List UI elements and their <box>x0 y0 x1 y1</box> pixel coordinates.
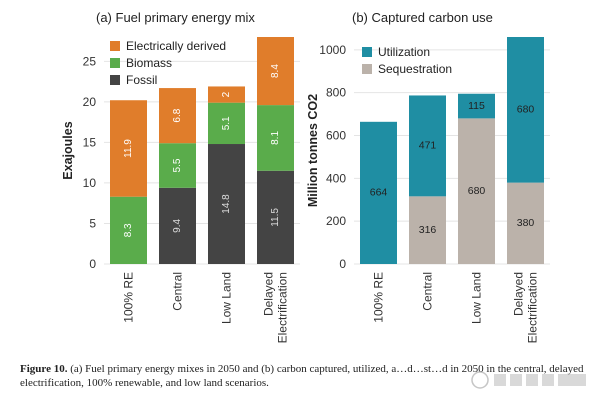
bar-segment <box>208 144 245 264</box>
watermark-logo <box>471 371 586 389</box>
figure: 05101520259.414.811.58.35.55.18.111.96.8… <box>61 10 550 343</box>
y-tick-label: 800 <box>326 86 346 100</box>
x-category-label: 100% RE <box>122 272 136 323</box>
legend-swatch <box>362 64 372 74</box>
bar-segment <box>159 187 196 264</box>
bar-segment <box>208 102 245 145</box>
legend-label: Fossil <box>126 73 157 87</box>
y-tick-label: 1000 <box>319 43 346 57</box>
bar-segment <box>458 93 495 119</box>
bar-segment <box>159 88 196 144</box>
data-label: 316 <box>419 224 437 236</box>
figure-caption: Figure 10. (a) Fuel primary energy mixes… <box>20 362 590 390</box>
x-category-label: Central <box>171 272 185 311</box>
data-label: 380 <box>517 217 535 229</box>
data-label: 11.9 <box>123 139 134 158</box>
data-label: 664 <box>370 187 388 199</box>
x-category-label: Electrification <box>276 272 290 343</box>
bar-segment <box>409 95 446 197</box>
chart-title: (a) Fuel primary energy mix <box>96 10 255 25</box>
legend-swatch <box>362 47 372 57</box>
x-category-label: Low Land <box>220 272 234 324</box>
bar-segment <box>409 196 446 264</box>
bar-segment <box>507 37 544 183</box>
data-label: 115 <box>468 100 485 112</box>
data-label: 680 <box>517 104 535 116</box>
y-tick-label: 20 <box>83 95 97 109</box>
data-label: 5.1 <box>221 116 232 130</box>
bar-segment <box>208 86 245 103</box>
bar-segment <box>458 118 495 265</box>
x-category-label: 100% RE <box>372 272 386 323</box>
data-label: 8.1 <box>270 131 281 145</box>
y-tick-label: 15 <box>83 135 97 149</box>
y-tick-label: 0 <box>89 257 96 271</box>
legend-swatch <box>110 41 120 51</box>
y-axis-title: Million tonnes CO2 <box>306 94 320 207</box>
data-label: 8.3 <box>123 223 134 237</box>
bar-segment <box>159 143 196 188</box>
bar-segment <box>257 37 294 106</box>
legend-swatch <box>110 58 120 68</box>
y-tick-label: 400 <box>326 171 346 185</box>
bar-segment <box>360 121 397 264</box>
bar-segment <box>110 196 147 264</box>
bar-segment <box>257 105 294 171</box>
data-label: 471 <box>419 140 437 152</box>
data-label: 2 <box>221 91 232 97</box>
y-axis-title: Exajoules <box>61 121 75 179</box>
x-category-label: Delayed <box>262 272 276 316</box>
y-tick-label: 10 <box>83 176 97 190</box>
data-label: 9.4 <box>172 219 183 233</box>
chart-title: (b) Captured carbon use <box>352 10 493 25</box>
x-category-label: Low Land <box>470 272 484 324</box>
data-label: 14.8 <box>221 194 232 214</box>
bar-segment <box>507 182 544 264</box>
data-label: 680 <box>468 185 486 197</box>
x-category-label: Delayed <box>512 272 526 316</box>
legend-swatch <box>110 75 120 85</box>
data-label: 6.8 <box>172 108 183 122</box>
legend-label: Utilization <box>378 45 430 59</box>
data-label: 11.5 <box>270 208 281 227</box>
y-tick-label: 5 <box>89 216 96 230</box>
x-category-label: Electrification <box>526 272 540 343</box>
data-label: 5.5 <box>172 158 183 172</box>
y-tick-label: 0 <box>339 257 346 271</box>
legend-label: Biomass <box>126 56 172 70</box>
legend-label: Sequestration <box>378 62 452 76</box>
y-tick-label: 25 <box>83 54 97 68</box>
caption-text: (a) Fuel primary energy mixes in 2050 an… <box>20 363 584 389</box>
bar-segment <box>110 100 147 197</box>
caption-label: Figure 10. <box>20 363 68 375</box>
bar-segment <box>257 170 294 264</box>
legend-label: Electrically derived <box>126 39 226 53</box>
y-tick-label: 600 <box>326 129 346 143</box>
y-tick-label: 200 <box>326 214 346 228</box>
data-label: 8.4 <box>270 64 281 78</box>
x-category-label: Central <box>421 272 435 311</box>
